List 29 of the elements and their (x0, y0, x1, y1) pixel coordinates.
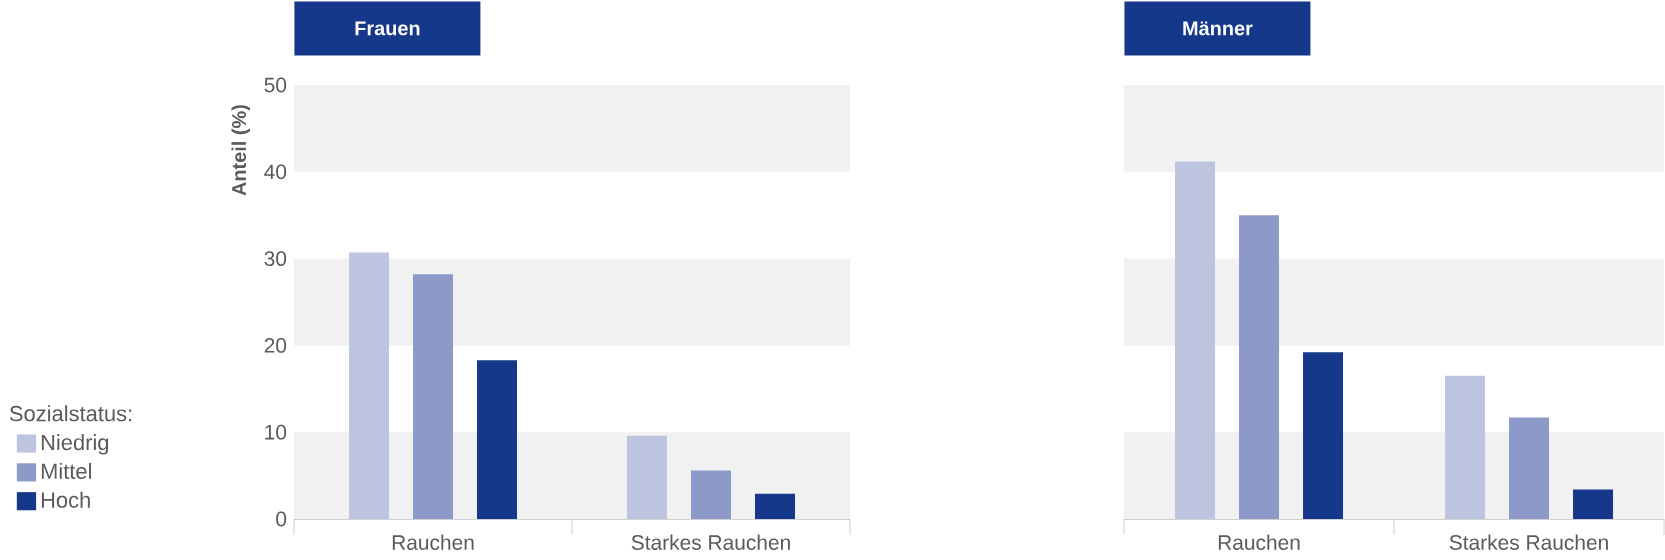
bar (627, 435, 668, 519)
y-tick-label: 0 (276, 511, 287, 527)
bar (477, 360, 518, 519)
y-tick-label: 40 (264, 164, 287, 180)
bar (755, 493, 796, 519)
bar (349, 252, 390, 519)
legend-title: Sozialstatus: (9, 405, 132, 422)
y-tick-label: 50 (264, 77, 287, 93)
x-tick-label: Rauchen (1218, 534, 1300, 550)
chart-title: Männer (1183, 21, 1253, 36)
x-tick-label: Starkes Rauchen (631, 534, 790, 550)
bar (1509, 417, 1550, 519)
bar (1175, 161, 1216, 519)
y-tick-label: 10 (265, 424, 287, 440)
bar (413, 274, 454, 519)
legend-label: Niedrig (41, 434, 109, 455)
y-tick-label: 20 (264, 338, 287, 353)
bar (691, 470, 732, 519)
y-tick-label: 30 (264, 251, 287, 267)
x-tick-label: Rauchen (392, 534, 474, 550)
bar (1239, 215, 1280, 519)
y-axis-title: Anteil (%) (231, 105, 251, 196)
legend-label: Hoch (41, 491, 90, 508)
bar (1303, 352, 1344, 519)
chart-title: Frauen (355, 21, 420, 36)
legend-label: Mittel (41, 462, 91, 480)
bar (1573, 489, 1614, 519)
bar (1445, 375, 1486, 519)
x-tick-label: Starkes Rauchen (1449, 534, 1608, 550)
